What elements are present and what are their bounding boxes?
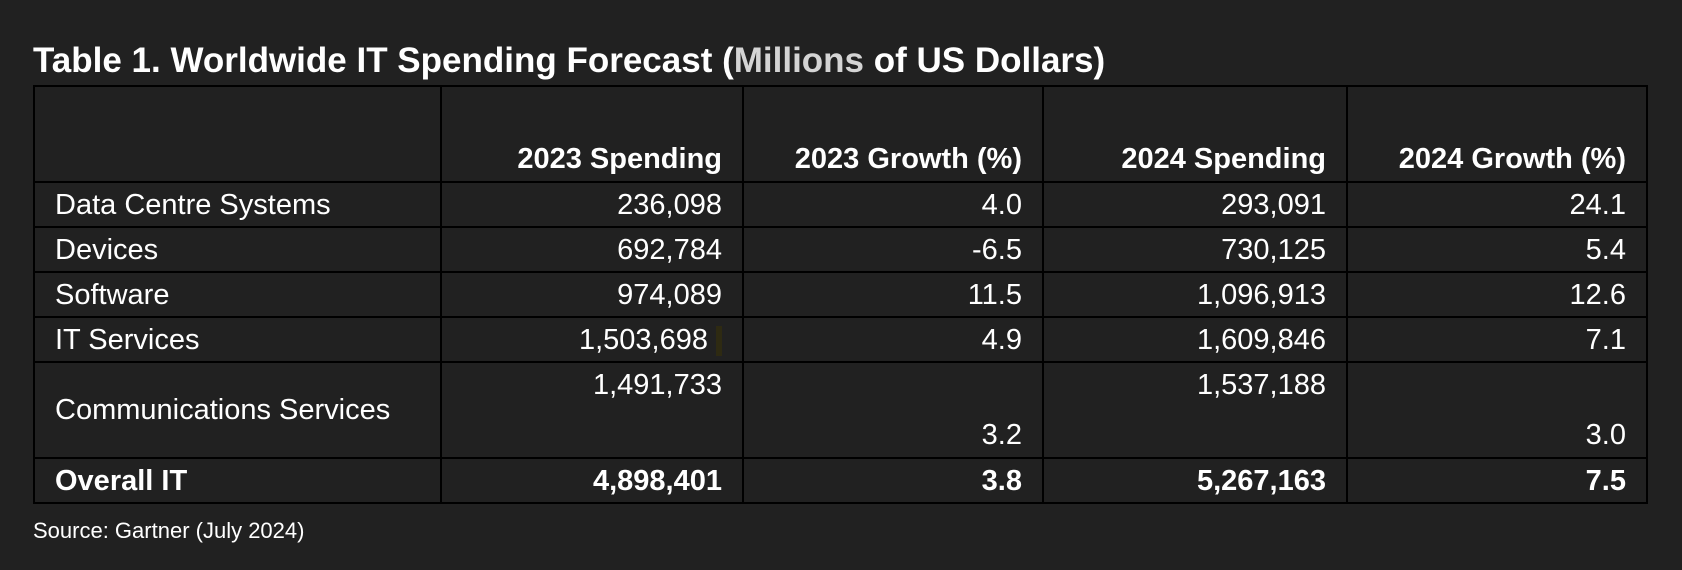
- cell-highlight-mark: [716, 325, 722, 356]
- table-title: Table 1. Worldwide IT Spending Forecast …: [33, 40, 1105, 82]
- cell-2023-growth: 4.9: [742, 316, 1044, 363]
- cell-2023-spending: 1,491,733: [440, 361, 744, 459]
- cell-2024-spending: 5,267,163: [1042, 457, 1348, 504]
- cell-2024-spending: 730,125: [1042, 226, 1348, 273]
- cell-2024-growth: 24.1: [1346, 181, 1648, 228]
- cell-2024-spending: 1,609,846: [1042, 316, 1348, 363]
- cell-2024-growth: 7.1: [1346, 316, 1648, 363]
- row-label: Overall IT: [33, 457, 442, 504]
- row-label: Software: [33, 271, 442, 318]
- table-title-prefix: Table 1. Worldwide IT Spending Forecast …: [33, 41, 734, 80]
- header-2023-spending: 2023 Spending: [440, 85, 744, 183]
- total-row: Overall IT 4,898,401 3.8 5,267,163 7.5: [33, 457, 1648, 504]
- cell-2023-spending: 692,784: [440, 226, 744, 273]
- table-row: Communications Services 1,491,733 3.2 1,…: [33, 361, 1648, 459]
- cell-2024-spending: 1,537,188: [1042, 361, 1348, 459]
- cell-2024-spending: 293,091: [1042, 181, 1348, 228]
- cell-2023-growth: 4.0: [742, 181, 1044, 228]
- cell-2023-growth: 3.2: [742, 361, 1044, 459]
- table-title-suffix: of US Dollars): [864, 41, 1106, 80]
- cell-2024-growth: 12.6: [1346, 271, 1648, 318]
- row-label: Communications Services: [33, 361, 442, 459]
- cell-2024-growth: 5.4: [1346, 226, 1648, 273]
- cell-2023-growth: 11.5: [742, 271, 1044, 318]
- cell-2024-growth: 7.5: [1346, 457, 1648, 504]
- source-note: Source: Gartner (July 2024): [33, 518, 305, 543]
- header-2024-growth: 2024 Growth (%): [1346, 85, 1648, 183]
- table-title-highlight: Millions: [733, 41, 865, 80]
- cell-2024-growth: 3.0: [1346, 361, 1648, 459]
- cell-value: 1,503,698: [578, 323, 708, 356]
- cell-2023-spending: 974,089: [440, 271, 744, 318]
- table-row: Data Centre Systems 236,098 4.0 293,091 …: [33, 181, 1648, 228]
- cell-2023-growth: -6.5: [742, 226, 1044, 273]
- table-row: IT Services 1,503,698 4.9 1,609,846 7.1: [33, 316, 1648, 363]
- header-row: 2023 Spending 2023 Growth (%) 2024 Spend…: [33, 85, 1648, 183]
- table-row: Software 974,089 11.5 1,096,913 12.6: [33, 271, 1648, 318]
- row-label: Data Centre Systems: [33, 181, 442, 228]
- cell-2023-spending: 1,503,698: [440, 316, 744, 363]
- table-row: Devices 692,784 -6.5 730,125 5.4: [33, 226, 1648, 273]
- cell-2023-growth: 3.8: [742, 457, 1044, 504]
- row-label: Devices: [33, 226, 442, 273]
- cell-2024-spending: 1,096,913: [1042, 271, 1348, 318]
- row-label: IT Services: [33, 316, 442, 363]
- cell-2023-spending: 4,898,401: [440, 457, 744, 504]
- cell-2023-spending: 236,098: [440, 181, 744, 228]
- header-2023-growth: 2023 Growth (%): [742, 85, 1044, 183]
- header-2024-spending: 2024 Spending: [1042, 85, 1348, 183]
- header-category: [33, 85, 442, 183]
- it-spending-table: 2023 Spending 2023 Growth (%) 2024 Spend…: [33, 85, 1648, 504]
